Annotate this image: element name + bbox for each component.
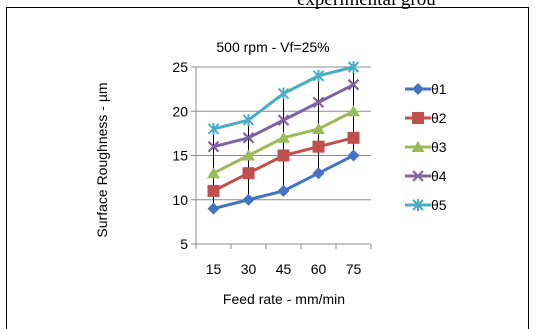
- series-4: [207, 78, 360, 153]
- data-point: [207, 122, 220, 135]
- data-point: [207, 140, 220, 153]
- x-tick-labels: 15 30 45 60 75: [206, 261, 362, 277]
- data-point: [347, 131, 360, 144]
- data-point: [312, 69, 325, 82]
- chart-title: 500 rpm - Vf=25%: [216, 39, 329, 55]
- x-axis-label: Feed rate - mm/min: [223, 291, 345, 307]
- data-point: [207, 184, 220, 197]
- cropped-header-text: experimental grou: [0, 0, 535, 11]
- y-tick-labels: 5 10 15 20 25: [172, 59, 188, 252]
- data-point: [242, 193, 255, 206]
- data-point: [347, 105, 360, 117]
- series-group: [207, 61, 360, 215]
- legend-label: θ2: [431, 110, 447, 126]
- y-tick-label: 15: [172, 148, 188, 164]
- data-point: [242, 114, 255, 127]
- x-tick-label: 60: [311, 261, 327, 277]
- legend-item: θ2: [405, 110, 447, 126]
- data-point: [207, 167, 220, 179]
- chart-frame: [6, 7, 529, 329]
- axes: [191, 66, 372, 249]
- data-point: [242, 149, 255, 161]
- legend-item: θ1: [405, 81, 447, 97]
- header-text: experimental grou: [297, 0, 436, 11]
- x-tick-label: 30: [241, 261, 257, 277]
- data-point: [312, 122, 325, 134]
- legend-marker: [411, 141, 425, 152]
- data-point: [347, 61, 360, 73]
- y-tick-label: 5: [180, 236, 188, 252]
- series-3: [207, 105, 360, 179]
- data-point: [277, 87, 290, 100]
- data-point: [312, 167, 325, 180]
- legend-item: θ5: [405, 197, 447, 213]
- legend-label: θ4: [431, 168, 447, 184]
- y-axis-label: Surface Roughness - µm: [94, 82, 110, 237]
- data-point: [277, 131, 290, 143]
- legend-marker: [412, 170, 424, 182]
- legend-item: θ4: [405, 168, 447, 184]
- data-point: [347, 149, 360, 162]
- x-tick-label: 15: [206, 261, 222, 277]
- x-tick-label: 45: [276, 261, 292, 277]
- x-tick-label: 75: [346, 261, 362, 277]
- legend-label: θ1: [431, 81, 447, 97]
- legend-item: θ3: [405, 139, 447, 155]
- data-point: [242, 167, 255, 180]
- legend-label: θ3: [431, 139, 447, 155]
- legend-marker: [412, 83, 424, 95]
- series-2: [207, 131, 360, 197]
- series-1: [207, 149, 360, 215]
- legend-label: θ5: [431, 197, 447, 213]
- data-point: [347, 78, 360, 91]
- data-point: [277, 114, 290, 126]
- y-tick-label: 10: [172, 192, 188, 208]
- legend: θ1 θ2 θ3 θ4 θ5: [405, 81, 447, 213]
- y-tick-label: 20: [172, 103, 188, 119]
- legend-marker: [412, 199, 424, 211]
- data-point: [312, 140, 325, 153]
- data-point: [242, 132, 255, 144]
- data-point: [277, 184, 290, 197]
- y-tick-label: 25: [172, 59, 188, 75]
- data-point: [312, 96, 325, 109]
- series-5: [207, 61, 360, 135]
- data-point: [207, 202, 220, 215]
- legend-marker: [412, 112, 424, 124]
- data-point: [277, 149, 290, 162]
